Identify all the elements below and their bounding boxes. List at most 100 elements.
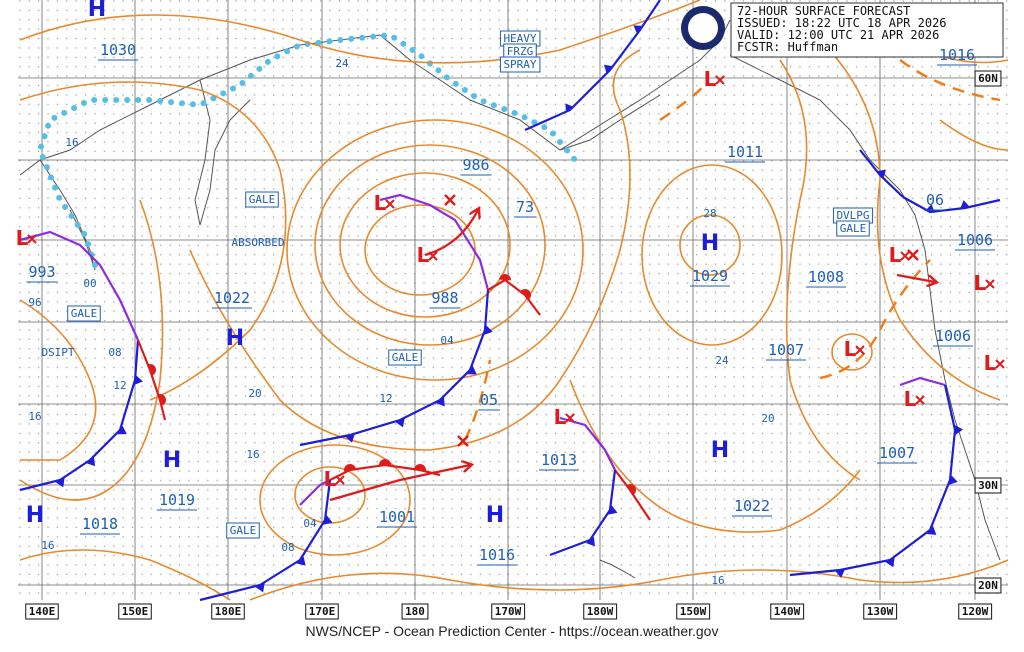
longitude-box: [676, 603, 711, 620]
low-x: [900, 251, 910, 261]
low-center: L: [324, 467, 337, 491]
warning-label: GALE: [71, 307, 98, 320]
isobar-label: 24: [715, 354, 729, 367]
central-pressure: 1006: [957, 231, 993, 249]
isobar-label: 04: [303, 517, 317, 530]
low-center: L: [554, 405, 567, 429]
central-pressure: 1016: [939, 46, 975, 64]
central-pressure: 1013: [541, 451, 577, 469]
warning-label: DVLPG: [836, 209, 869, 222]
low-x: [27, 234, 37, 244]
longitude-label: 170E: [309, 605, 336, 618]
isobar-label: 16: [41, 539, 54, 552]
isobar-label: 24: [335, 57, 349, 70]
header-line: FCSTR: Huffman: [737, 40, 838, 54]
warning-label: GALE: [249, 193, 276, 206]
label-box: [499, 56, 541, 73]
low-center: L: [16, 226, 29, 250]
isobar-label: 20: [761, 412, 774, 425]
noaa-logo-inner: [688, 13, 718, 43]
warning-label: GALE: [840, 222, 867, 235]
warning-label: GALE: [392, 351, 419, 364]
low-center: L: [704, 67, 717, 91]
low-center: L: [844, 337, 857, 361]
isobar-label: 00: [83, 277, 96, 290]
central-pressure: 73: [516, 198, 534, 216]
longitude-label: 180E: [215, 605, 242, 618]
high-center: H: [701, 231, 719, 256]
central-pressure: 1019: [159, 491, 195, 509]
central-pressure: 1007: [768, 341, 804, 359]
label-box: [226, 522, 260, 539]
isobar-label: 16: [246, 448, 259, 461]
longitude-label: 150W: [680, 605, 707, 618]
low-center: L: [889, 243, 902, 267]
status-note: ABSORBED: [232, 236, 285, 249]
high-center: H: [711, 438, 729, 463]
latitude-box: [974, 577, 1002, 594]
high-center: H: [226, 326, 244, 351]
isobar-label: 12: [113, 379, 126, 392]
isobar-label: 96: [28, 296, 41, 309]
label-box: [388, 349, 422, 366]
central-pressure: 05: [480, 391, 498, 409]
longitude-label: 120W: [962, 605, 989, 618]
longitude-box: [491, 603, 526, 620]
central-pressure: 1001: [379, 508, 415, 526]
longitude-box: [211, 603, 245, 620]
high-center: H: [88, 0, 106, 22]
isobar-label: 08: [281, 541, 294, 554]
graticule: [18, 0, 1008, 600]
central-pressure: 1030: [100, 41, 136, 59]
longitude-label: 140E: [29, 605, 56, 618]
longitude-box: [583, 603, 618, 620]
longitude-box: [305, 603, 339, 620]
latitude-label: 30N: [978, 479, 998, 492]
low-x: [985, 279, 995, 289]
header-line: 72-HOUR SURFACE FORECAST: [737, 4, 910, 18]
central-pressure: 1011: [727, 143, 763, 161]
latitude-box: [974, 70, 1002, 87]
central-pressure: 1006: [935, 327, 971, 345]
sea-ice-edge: [36, 31, 578, 268]
low-center: L: [904, 387, 917, 411]
longitude-label: 170W: [495, 605, 522, 618]
label-box: [836, 220, 870, 237]
isobar-label: 28: [703, 207, 716, 220]
warning-label: GALE: [230, 524, 257, 537]
longitude-box: [118, 603, 152, 620]
low-center: L: [974, 271, 987, 295]
central-pressure: 1016: [479, 546, 515, 564]
low-x: [715, 75, 725, 85]
longitude-box: [25, 603, 59, 620]
label-box: [67, 305, 101, 322]
central-pressure: 986: [462, 156, 489, 174]
header-line: ISSUED: 18:22 UTC 18 APR 2026: [737, 16, 947, 30]
central-pressure: 1022: [734, 497, 770, 515]
isobar-label: 12: [379, 392, 392, 405]
latitude-label: 20N: [978, 579, 998, 592]
central-pressure: 1029: [692, 267, 728, 285]
low-x: [335, 475, 345, 485]
longitude-box: [401, 603, 429, 620]
low-x: [565, 413, 575, 423]
header-line: VALID: 12:00 UTC 21 APR 2026: [737, 28, 939, 42]
footer: NWS/NCEP - Ocean Prediction Center - htt…: [306, 623, 719, 639]
latitude-box: [974, 477, 1002, 494]
fronts: [19, 0, 1001, 602]
high-center: H: [26, 503, 44, 528]
longitude-box: [770, 603, 805, 620]
longitude-label: 140W: [774, 605, 801, 618]
central-pressure: 1007: [879, 444, 915, 462]
warning-label: HEAVY: [503, 32, 536, 45]
central-pressure: 988: [431, 289, 458, 307]
longitude-label: 130W: [867, 605, 894, 618]
central-pressure: 993: [28, 263, 55, 281]
isobar-label: 16: [28, 410, 41, 423]
longitude-label: 180W: [587, 605, 614, 618]
latitude-label: 60N: [978, 72, 998, 85]
low-x: [915, 395, 925, 405]
longitude-label: 180: [405, 605, 425, 618]
